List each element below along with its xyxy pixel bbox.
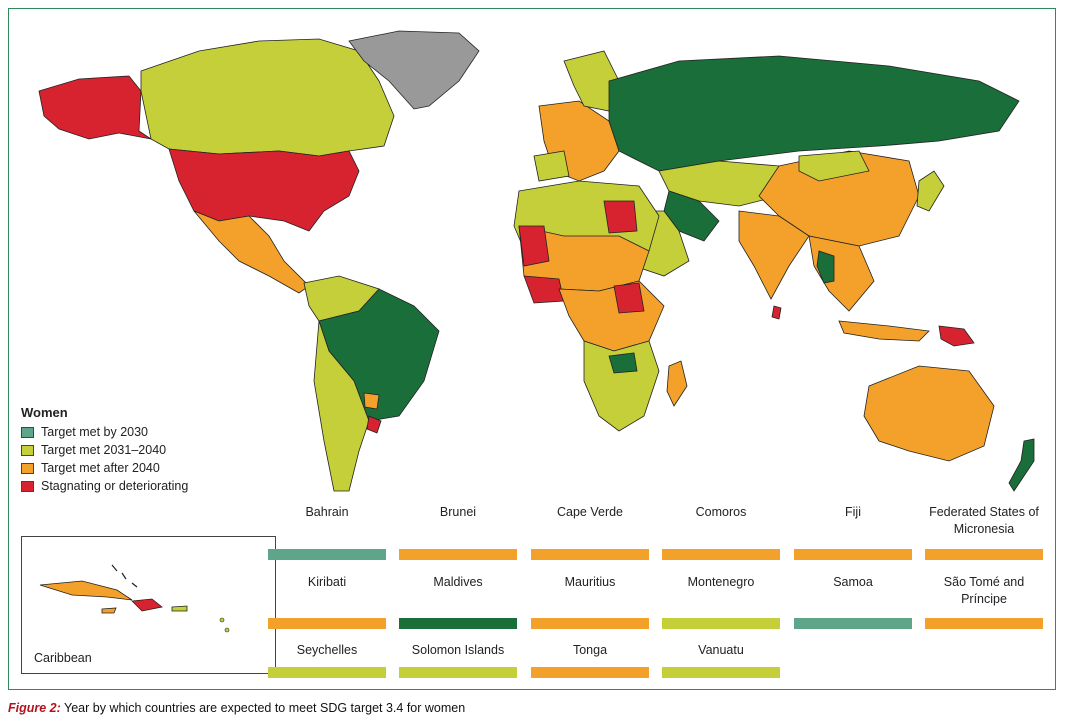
small-state-label: Vanuatu <box>698 643 744 657</box>
small-state-label: Solomon Islands <box>411 643 505 657</box>
region-mongolia <box>798 150 870 182</box>
small-state-bar <box>925 618 1043 629</box>
region-lesser-antilles <box>219 617 225 623</box>
legend-item: Target met by 2030 <box>21 423 251 441</box>
legend-swatch <box>21 480 34 492</box>
region-greenland <box>348 30 480 110</box>
region-southern-africa <box>583 340 660 432</box>
small-state-bar <box>268 667 386 678</box>
figure-number: Figure 2: <box>8 701 61 715</box>
region-russia <box>608 55 1020 172</box>
caribbean-label: Caribbean <box>34 651 92 665</box>
region-zambia <box>608 352 638 374</box>
small-state-label: Bahrain <box>305 505 349 519</box>
legend-label: Target met by 2030 <box>41 425 149 439</box>
region-papua-new-guinea <box>938 325 975 347</box>
legend-item: Target met 2031–2040 <box>21 441 251 459</box>
small-state-label: Kiribati <box>307 575 347 589</box>
region-canada <box>140 38 395 157</box>
small-state-label: Cape Verde <box>556 505 624 519</box>
region-thailand <box>816 250 835 284</box>
small-state-label: Comoros <box>695 505 747 519</box>
caption-text: Year by which countries are expected to … <box>60 701 466 715</box>
small-state-label: Fiji <box>845 505 861 519</box>
region-central-africa <box>558 280 665 352</box>
region-south-america-south <box>313 320 370 492</box>
region-india <box>738 210 810 300</box>
region-egypt <box>603 200 638 234</box>
small-state-bar <box>662 667 780 678</box>
region-australia <box>863 365 995 462</box>
legend-swatch <box>21 444 34 456</box>
small-state-label: Mauritius <box>564 575 616 589</box>
small-state-bar <box>662 549 780 560</box>
small-state-label: Seychelles <box>296 643 358 657</box>
small-state-label: Samoa <box>833 575 873 589</box>
small-state-label: Montenegro <box>687 575 755 589</box>
legend-swatch <box>21 426 34 438</box>
small-state-bar <box>531 618 649 629</box>
small-state-bar <box>268 549 386 560</box>
legend-label: Stagnating or deteriorating <box>41 479 189 493</box>
region-puerto-rico <box>171 605 188 612</box>
small-state-bar <box>662 618 780 629</box>
region-mauritania <box>518 225 550 267</box>
small-state-bar <box>794 618 912 629</box>
region-lesser-antilles <box>224 627 230 633</box>
small-state-bar <box>399 549 517 560</box>
small-state-bar <box>399 667 517 678</box>
region-usa <box>168 148 360 232</box>
region-se-asia <box>808 235 875 312</box>
region-indonesia <box>838 320 930 342</box>
region-uruguay <box>366 415 382 434</box>
region-sri-lanka <box>771 305 782 320</box>
legend-item: Target met after 2040 <box>21 459 251 477</box>
small-state-bar <box>531 549 649 560</box>
figure-caption: Figure 2: Year by which countries are ex… <box>8 701 465 715</box>
region-china <box>758 150 920 247</box>
legend-title: Women <box>21 405 68 420</box>
small-state-bar <box>794 549 912 560</box>
region-bahamas <box>111 564 138 588</box>
legend-label: Target met after 2040 <box>41 461 160 475</box>
region-iberia <box>533 150 570 182</box>
small-state-label: Federated States of Micronesia <box>929 505 1039 536</box>
small-state-label: São Tomé and Príncipe <box>943 575 1025 606</box>
region-new-zealand <box>1008 438 1035 492</box>
region-hispaniola <box>131 598 163 612</box>
legend-item: Stagnating or deteriorating <box>21 477 251 495</box>
caribbean-map <box>39 564 230 633</box>
small-state-label: Maldives <box>433 575 483 589</box>
region-japan <box>916 170 945 212</box>
small-state-bar <box>925 549 1043 560</box>
region-jamaica <box>101 607 117 614</box>
legend-swatch <box>21 462 34 474</box>
caribbean-inset: Caribbean <box>21 536 276 674</box>
legend-label: Target met 2031–2040 <box>41 443 167 457</box>
small-state-label: Tonga <box>572 643 608 657</box>
region-paraguay <box>363 392 380 410</box>
small-state-bar <box>399 618 517 629</box>
region-alaska <box>38 75 152 140</box>
small-state-label: Brunei <box>439 505 477 519</box>
small-state-bar <box>268 618 386 629</box>
region-cuba <box>39 580 133 601</box>
legend: Women Target met by 2030 Target met 2031… <box>21 405 251 495</box>
region-madagascar <box>666 360 688 407</box>
region-west-africa-coast <box>523 275 565 304</box>
small-state-bar <box>531 667 649 678</box>
world-map <box>38 30 1035 492</box>
region-south-sudan <box>613 282 645 314</box>
figure-frame: Women Target met by 2030 Target met 2031… <box>8 8 1056 690</box>
